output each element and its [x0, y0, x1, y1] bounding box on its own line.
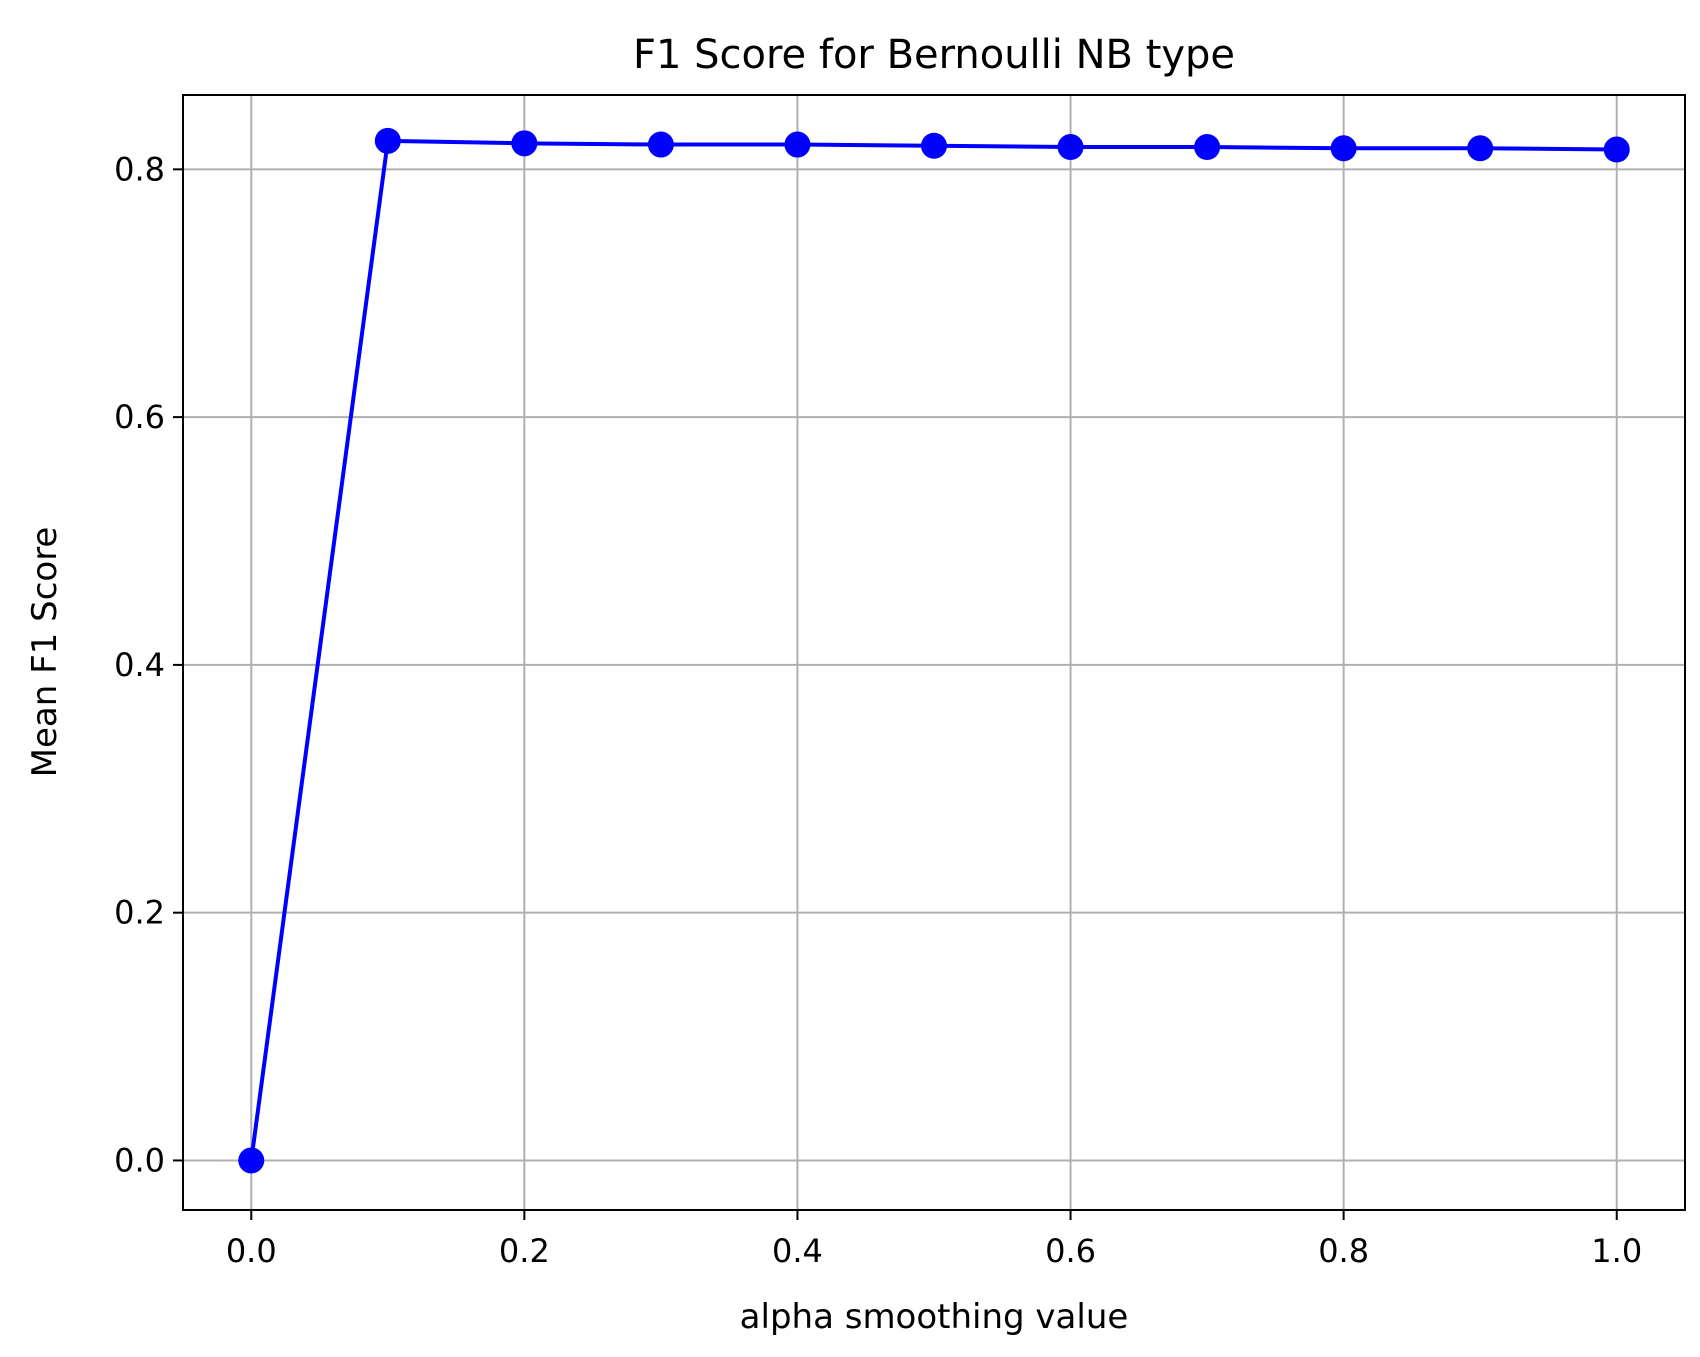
x-axis-ticks: 0.0 0.2 0.4 0.6 0.8 1.0	[226, 1210, 1642, 1270]
x-tick-label: 1.0	[1591, 1232, 1642, 1270]
data-point	[511, 130, 538, 157]
x-tick-label: 0.6	[1045, 1232, 1096, 1270]
data-point	[1603, 136, 1630, 163]
grid-lines	[183, 95, 1685, 1210]
plot-frame	[182, 94, 1686, 1211]
data-point	[647, 131, 674, 158]
x-tick-label: 0.2	[499, 1232, 550, 1270]
data-point	[921, 132, 947, 159]
y-axis-label: Mean F1 Score	[25, 527, 65, 778]
x-tick-label: 0.8	[1318, 1232, 1369, 1270]
y-tick-label: 0.0	[114, 1141, 165, 1179]
data-point	[1467, 135, 1494, 162]
x-tick-label: 0.4	[772, 1232, 823, 1270]
data-point	[1194, 134, 1221, 161]
data-point	[238, 1147, 265, 1174]
plot-series	[238, 127, 1630, 1174]
data-point	[374, 127, 401, 154]
y-tick-label: 0.4	[114, 646, 165, 684]
y-tick-label: 0.6	[114, 398, 165, 436]
y-tick-label: 0.8	[114, 150, 165, 188]
series-line	[249, 138, 1617, 1161]
data-point	[784, 131, 811, 158]
y-axis-ticks: 0.0 0.2 0.4 0.6 0.8	[114, 150, 183, 1179]
chart-title: F1 Score for Bernoulli NB type	[633, 32, 1235, 78]
data-point	[1330, 135, 1357, 162]
x-tick-label: 0.0	[226, 1232, 277, 1270]
y-tick-label: 0.2	[114, 894, 165, 932]
x-axis-label: alpha smoothing value	[740, 1297, 1129, 1337]
data-point	[1057, 134, 1084, 161]
